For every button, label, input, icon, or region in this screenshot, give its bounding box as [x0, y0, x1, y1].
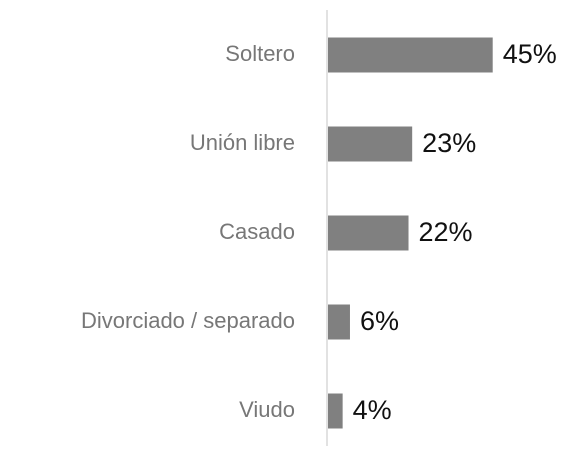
bar [328, 215, 409, 251]
category-label: Soltero [225, 41, 295, 66]
category-label: Casado [219, 219, 295, 244]
bar [328, 37, 493, 73]
bar [328, 126, 413, 162]
category-label: Viudo [239, 397, 295, 422]
value-label: 6% [360, 306, 399, 336]
value-label: 45% [503, 39, 557, 69]
bar [328, 393, 343, 429]
bar [328, 304, 350, 340]
value-label: 22% [419, 217, 473, 247]
value-label: 4% [353, 395, 392, 425]
category-label: Divorciado / separado [81, 308, 295, 333]
value-label: 23% [422, 128, 476, 158]
category-label: Unión libre [190, 130, 295, 155]
